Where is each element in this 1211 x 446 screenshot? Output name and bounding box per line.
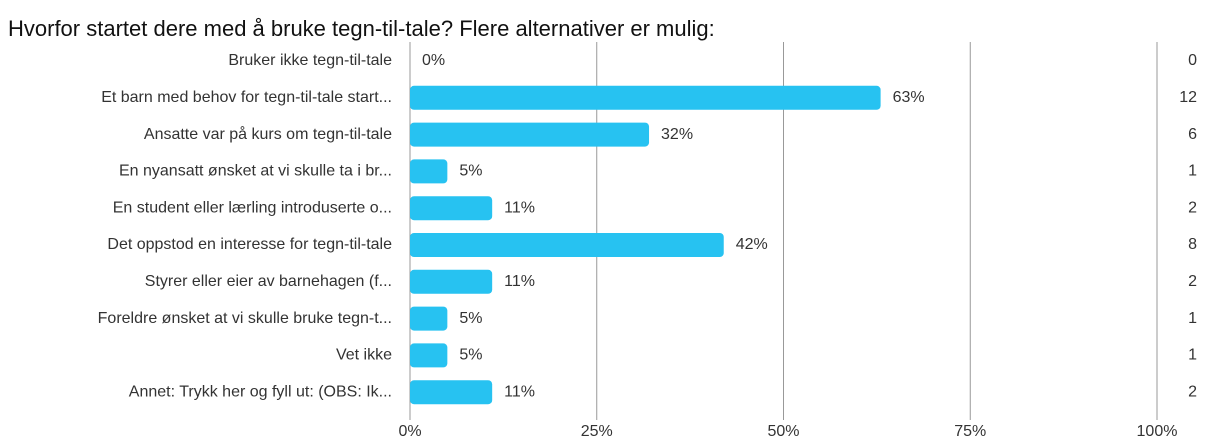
bar xyxy=(410,85,881,110)
count-label: 0 xyxy=(1188,52,1197,69)
bar xyxy=(410,122,650,147)
count-label: 8 xyxy=(1188,236,1197,253)
bar xyxy=(410,196,493,221)
chart-title: Hvorfor startet dere med å bruke tegn-ti… xyxy=(8,16,715,41)
x-tick-label: 0% xyxy=(398,423,421,440)
x-tick-label: 50% xyxy=(767,423,799,440)
x-tick-label: 25% xyxy=(581,423,613,440)
category-label: Et barn med behov for tegn-til-tale star… xyxy=(101,89,392,106)
count-label: 12 xyxy=(1179,89,1197,106)
category-label: Ansatte var på kurs om tegn-til-tale xyxy=(144,125,392,143)
bar xyxy=(410,233,724,257)
category-label: Foreldre ønsket at vi skulle bruke tegn-… xyxy=(98,310,392,327)
category-label: Bruker ikke tegn-til-tale xyxy=(228,52,392,69)
value-label: 11% xyxy=(504,199,535,216)
bar xyxy=(410,159,448,184)
bar xyxy=(410,380,493,405)
value-label: 11% xyxy=(504,273,535,290)
value-label: 5% xyxy=(459,347,482,364)
category-label: En nyansatt ønsket at vi skulle ta i br.… xyxy=(119,163,392,180)
value-label: 42% xyxy=(736,236,768,253)
count-label: 1 xyxy=(1188,163,1197,180)
category-label: Det oppstod en interesse for tegn-til-ta… xyxy=(107,236,392,253)
category-label: Annet: Trykk her og fyll ut: (OBS: Ik... xyxy=(129,383,392,400)
count-label: 1 xyxy=(1188,310,1197,327)
count-label: 2 xyxy=(1188,199,1197,216)
x-tick-label: 100% xyxy=(1137,423,1178,440)
bar xyxy=(410,269,493,294)
category-label: Vet ikke xyxy=(336,347,392,364)
value-label: 0% xyxy=(422,52,445,69)
value-label: 5% xyxy=(459,163,482,180)
value-label: 32% xyxy=(661,126,693,143)
count-label: 2 xyxy=(1188,383,1197,400)
category-label: Styrer eller eier av barnehagen (f... xyxy=(145,273,392,290)
category-label: En student eller lærling introduserte o.… xyxy=(113,199,392,216)
count-label: 2 xyxy=(1188,273,1197,290)
value-label: 11% xyxy=(504,383,535,400)
bar xyxy=(410,306,448,331)
value-label: 63% xyxy=(893,89,925,106)
x-tick-label: 75% xyxy=(954,423,986,440)
count-label: 6 xyxy=(1188,126,1197,143)
value-label: 5% xyxy=(459,310,482,327)
count-label: 1 xyxy=(1188,347,1197,364)
bar xyxy=(410,343,448,368)
